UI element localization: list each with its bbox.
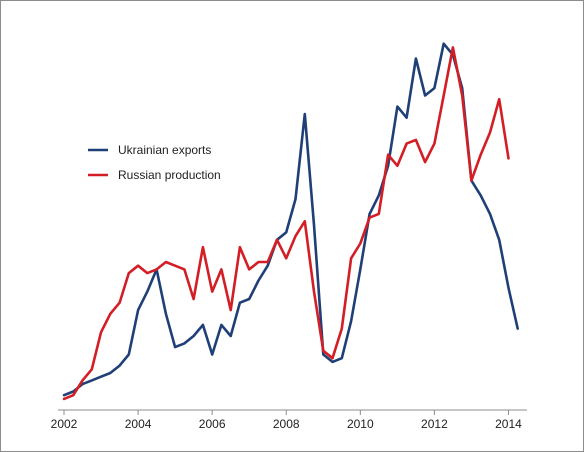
x-axis: 2002 2004 2006 2008 2010 2012 2014 [51,409,527,431]
x-tick-label: 2010 [347,417,374,431]
legend-label: Ukrainian exports [118,143,211,157]
x-tick-label: 2014 [495,417,522,431]
series-line-russian-production [62,46,510,401]
x-tick-label: 2002 [51,417,78,431]
legend: Ukrainian exports Russian production [88,143,221,182]
x-axis-ticks: 2002 2004 2006 2008 2010 2012 2014 [51,410,522,431]
legend-item: Russian production [88,168,221,182]
x-tick-label: 2012 [421,417,448,431]
x-tick-label: 2008 [273,417,300,431]
series-lines [62,42,520,401]
x-tick-label: 2006 [199,417,226,431]
legend-item: Ukrainian exports [88,143,211,157]
series-line-ukrainian-exports [62,42,520,397]
legend-label: Russian production [118,168,221,182]
x-tick-label: 2004 [125,417,152,431]
